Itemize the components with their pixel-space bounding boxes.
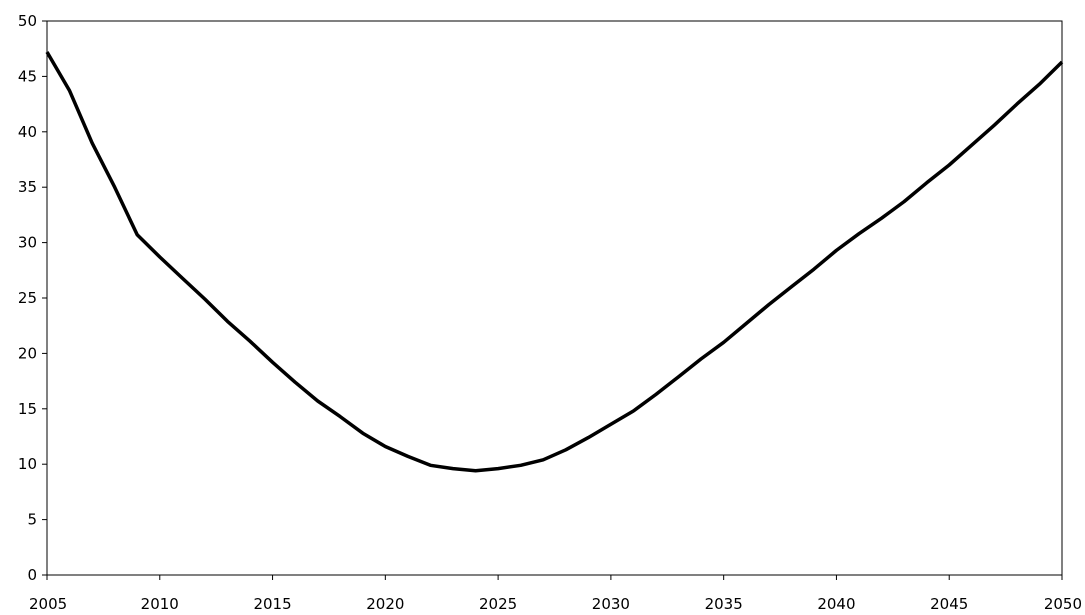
series-line <box>47 52 1062 471</box>
plot-frame <box>47 21 1062 575</box>
x-tick-label: 2020 <box>366 595 404 613</box>
y-tick-label: 40 <box>18 123 37 141</box>
x-tick-label: 2050 <box>1044 595 1082 613</box>
x-tick-label: 2030 <box>592 595 630 613</box>
y-tick-label: 45 <box>18 67 37 85</box>
y-tick-label: 50 <box>18 12 37 30</box>
x-axis: 2005 2010 2015 2020 2025 2030 2035 2040 2045 2050 <box>29 575 1082 613</box>
y-tick-label: 0 <box>27 566 37 584</box>
y-tick-label: 35 <box>18 178 37 196</box>
series-layer <box>47 52 1062 471</box>
y-axis: 0 5 10 15 20 25 30 35 40 45 50 <box>18 12 47 584</box>
y-tick-label: 20 <box>18 344 37 362</box>
x-tick-label: 2045 <box>930 595 968 613</box>
plot-area-border <box>47 21 1062 575</box>
x-tick-label: 2025 <box>479 595 517 613</box>
x-tick-label: 2040 <box>817 595 855 613</box>
x-tick-label: 2015 <box>253 595 291 613</box>
x-tick-label: 2005 <box>29 595 67 613</box>
x-tick-label: 2035 <box>705 595 743 613</box>
y-tick-label: 5 <box>27 511 37 529</box>
y-tick-label: 30 <box>18 234 37 252</box>
y-tick-label: 25 <box>18 289 37 307</box>
y-tick-label: 15 <box>18 400 37 418</box>
y-tick-label: 10 <box>18 455 37 473</box>
x-tick-label: 2010 <box>141 595 179 613</box>
